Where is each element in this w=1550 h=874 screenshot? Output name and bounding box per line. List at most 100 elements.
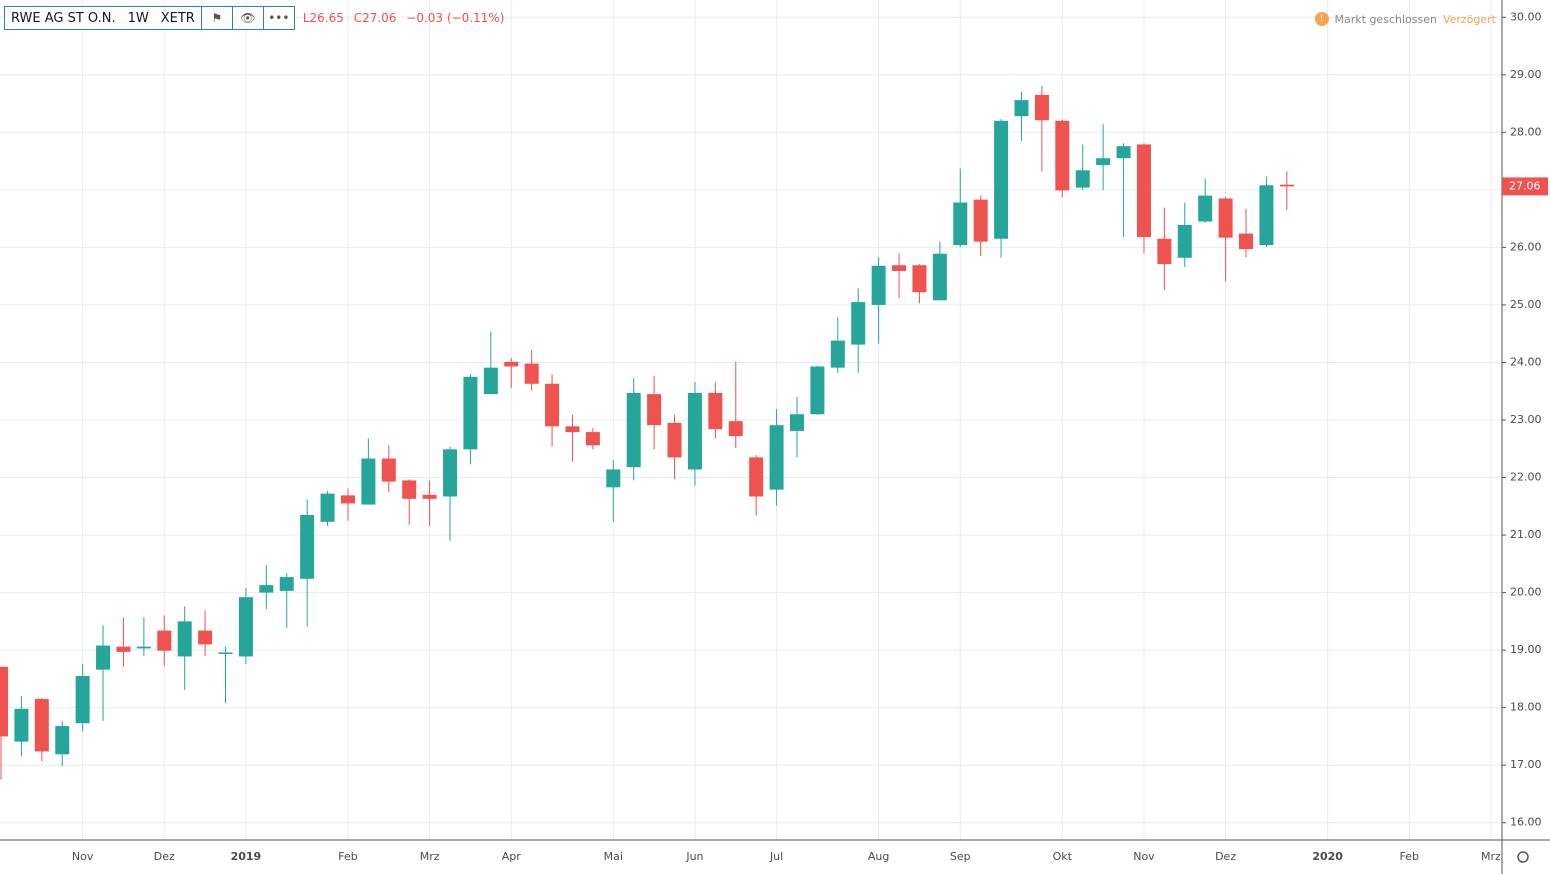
interval: 1W [127, 10, 149, 26]
y-tick-label: 16.00 [1510, 816, 1542, 829]
candle-body [0, 666, 8, 737]
x-tick-label: Mrz [1481, 850, 1501, 863]
candle-body [953, 202, 968, 246]
candle-body [810, 366, 825, 415]
candle-body [320, 493, 335, 522]
candle-body [34, 699, 49, 752]
candle-body [606, 469, 621, 488]
market-status: ! Markt geschlossen Verzögert [1314, 12, 1496, 26]
y-tick-label: 26.00 [1510, 240, 1542, 253]
y-tick-label: 25.00 [1510, 298, 1542, 311]
candle-body [667, 422, 682, 458]
candle-body [463, 376, 478, 450]
x-tick-label: Nov [1133, 850, 1155, 863]
candle-body [1259, 185, 1274, 246]
candle-body [1014, 100, 1029, 117]
status-text: Markt geschlossen [1334, 12, 1437, 26]
candle-body [157, 630, 172, 651]
candle-body [1177, 224, 1192, 258]
ohlc-values: L26.65 C27.06 −0.03 (−0.11%) [303, 11, 511, 25]
x-tick-label: 2019 [231, 850, 262, 863]
candle-body [402, 480, 417, 499]
x-tick-label: Apr [502, 850, 522, 863]
candle-body [545, 383, 560, 427]
y-tick-label: 28.00 [1510, 125, 1542, 138]
candle-body [340, 495, 355, 504]
y-tick-label: 19.00 [1510, 643, 1542, 656]
candle-body [994, 120, 1009, 239]
candle-body [218, 652, 233, 654]
x-tick-label: Mai [604, 850, 623, 863]
candle-body [1034, 94, 1049, 121]
flag-button[interactable]: ⚑ [200, 7, 232, 29]
candle-body [1279, 184, 1294, 187]
candle-body [177, 621, 192, 657]
settings-icon[interactable] [1517, 851, 1529, 863]
candle-body [1157, 238, 1172, 265]
candle-body [565, 426, 580, 433]
y-tick-label: 17.00 [1510, 758, 1542, 771]
x-tick-label: Nov [72, 850, 94, 863]
status-icon[interactable]: ! [1314, 12, 1329, 26]
x-tick-label: Dez [1215, 850, 1236, 863]
change-value: −0.03 (−0.11%) [406, 11, 505, 25]
candle-body [851, 302, 866, 345]
eye-button[interactable]: 👁 [231, 7, 263, 29]
x-tick-label: Okt [1053, 850, 1073, 863]
candle-body [1075, 170, 1090, 188]
candle-body [1055, 120, 1070, 191]
candle-body [238, 597, 253, 657]
candle-body [769, 425, 784, 490]
candle-body [422, 494, 437, 499]
candle-body [279, 577, 294, 591]
candle-body [585, 432, 600, 446]
candle-body [483, 367, 498, 395]
candle-body [524, 363, 539, 384]
candle-body [55, 726, 70, 755]
candle-body [1239, 233, 1254, 250]
exchange: XETR [160, 10, 195, 26]
y-tick-label: 24.00 [1510, 355, 1542, 368]
candle-body [830, 340, 845, 368]
candle-body [749, 457, 764, 497]
candle-body [136, 646, 151, 649]
low-value: L26.65 [302, 11, 344, 25]
x-tick-label: Mrz [420, 850, 440, 863]
candle-body [14, 708, 29, 742]
symbol-box[interactable]: RWE AG ST O.N. 1W XETR ⚑ 👁 ••• [4, 6, 295, 30]
y-tick-label: 22.00 [1510, 471, 1542, 484]
candle-body [1116, 146, 1131, 159]
candle-body [381, 458, 396, 482]
symbol: RWE AG ST O.N. [11, 10, 116, 26]
y-tick-label: 29.00 [1510, 68, 1542, 81]
x-tick-label: Sep [950, 850, 971, 863]
x-tick-label: Feb [1400, 850, 1419, 863]
candle-body [932, 253, 947, 301]
y-tick-label: 30.00 [1510, 10, 1542, 23]
x-tick-label: 2020 [1312, 850, 1343, 863]
y-tick-label: 18.00 [1510, 701, 1542, 714]
last-price-label: 27.06 [1509, 179, 1541, 192]
candle-body [443, 449, 458, 497]
candle-body [973, 199, 988, 242]
x-tick-label: Jul [769, 850, 783, 863]
candle-body [259, 585, 274, 593]
x-tick-label: Jun [685, 850, 703, 863]
candle-body [789, 414, 804, 431]
candle-body [504, 361, 519, 367]
close-value: C27.06 [353, 11, 397, 25]
candle-body [871, 265, 886, 305]
candle-body [912, 265, 927, 293]
candle-body [728, 421, 743, 437]
candle-body [708, 392, 723, 430]
candle-body [361, 458, 376, 505]
y-tick-label: 20.00 [1510, 586, 1542, 599]
more-button[interactable]: ••• [262, 7, 294, 29]
candle-body [626, 392, 641, 468]
candle-body [1096, 158, 1111, 166]
candle-body [198, 630, 213, 645]
candle-body [300, 514, 315, 579]
candle-body [892, 265, 907, 271]
